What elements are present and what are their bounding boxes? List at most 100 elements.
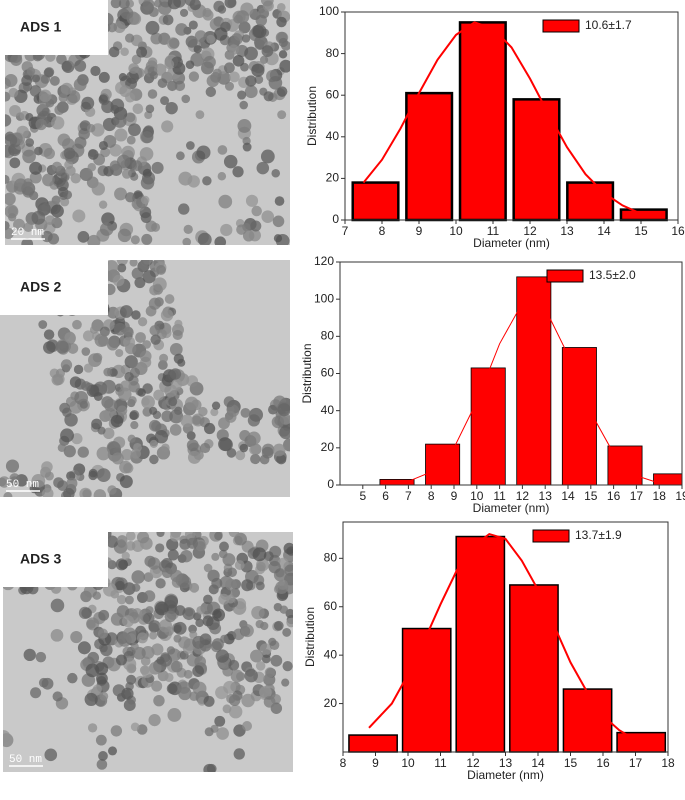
- particle: [125, 595, 134, 605]
- particle: [41, 487, 54, 497]
- particle: [115, 654, 127, 666]
- particle: [3, 730, 11, 744]
- particle: [79, 487, 92, 497]
- particle: [42, 173, 55, 187]
- x-tick-label: 19: [675, 489, 685, 503]
- particle: [164, 672, 174, 683]
- particle: [209, 17, 223, 31]
- particle: [161, 567, 173, 579]
- x-axis-label: Diameter (nm): [473, 236, 550, 250]
- particle: [268, 637, 277, 646]
- particle: [182, 607, 196, 621]
- particle: [145, 20, 160, 35]
- particle: [268, 560, 281, 574]
- particle: [137, 317, 148, 327]
- bar: [405, 91, 454, 222]
- particle: [279, 425, 290, 440]
- particle: [203, 563, 213, 573]
- legend-swatch: [546, 269, 584, 283]
- particle: [202, 615, 214, 627]
- y-tick-label: 20: [324, 696, 338, 710]
- particle: [126, 70, 139, 84]
- particle: [277, 110, 287, 120]
- particle: [179, 8, 189, 17]
- particle: [166, 646, 176, 655]
- particle: [119, 305, 133, 318]
- particle: [130, 722, 140, 732]
- particle: [103, 427, 115, 440]
- y-tick-label: 60: [324, 599, 338, 613]
- particle: [142, 0, 155, 11]
- particle: [143, 590, 156, 603]
- particle: [3, 492, 13, 497]
- bar: [509, 584, 559, 753]
- particle: [203, 55, 216, 69]
- particle: [29, 85, 42, 97]
- particle: [251, 205, 262, 217]
- particle: [131, 570, 145, 584]
- panel-label: ADS 3: [20, 551, 61, 567]
- y-tick-label: 20: [321, 440, 335, 454]
- particle: [264, 667, 276, 678]
- particle: [154, 601, 169, 616]
- x-tick-label: 16: [607, 489, 621, 503]
- particle: [38, 320, 48, 329]
- particle: [108, 46, 120, 58]
- particle: [161, 120, 174, 133]
- particle: [136, 46, 148, 58]
- x-tick-label: 7: [342, 224, 349, 238]
- particle: [188, 71, 200, 82]
- tem-image: ADS 3 50 nm: [0, 532, 293, 772]
- particle: [154, 430, 169, 444]
- particle: [51, 374, 64, 386]
- particle: [240, 624, 254, 638]
- particle: [273, 234, 283, 243]
- bar: [458, 21, 507, 222]
- particle: [88, 468, 98, 478]
- particle: [9, 104, 21, 117]
- particle: [220, 223, 233, 237]
- particle: [148, 297, 161, 310]
- particle: [107, 485, 117, 495]
- particle: [192, 681, 207, 696]
- y-axis-label: Distribution: [300, 343, 314, 403]
- particle: [110, 725, 123, 737]
- particle: [43, 147, 55, 160]
- x-tick-label: 16: [671, 224, 685, 238]
- particle: [102, 117, 117, 132]
- legend-label: 13.7±1.9: [575, 528, 622, 542]
- x-tick-label: 18: [653, 489, 667, 503]
- particle: [278, 50, 288, 59]
- particle: [260, 0, 274, 7]
- particle: [270, 654, 283, 667]
- particle: [186, 141, 195, 150]
- particle: [101, 212, 115, 226]
- particle: [286, 617, 293, 628]
- particle: [156, 532, 165, 538]
- particle: [164, 595, 179, 609]
- particle: [223, 680, 237, 694]
- particle: [124, 92, 136, 103]
- particle: [51, 116, 65, 130]
- particle: [187, 450, 201, 464]
- particle: [173, 353, 184, 364]
- particle: [212, 608, 226, 622]
- particle: [169, 424, 182, 436]
- particle: [83, 363, 94, 373]
- particle: [96, 759, 108, 770]
- particle: [202, 9, 214, 21]
- particle: [224, 62, 235, 74]
- particle: [200, 442, 211, 454]
- particle: [219, 437, 233, 452]
- particle: [94, 333, 108, 348]
- particle: [64, 332, 76, 343]
- particle: [244, 668, 258, 683]
- particle: [136, 632, 148, 644]
- x-tick-label: 9: [372, 756, 379, 770]
- particle: [49, 75, 60, 86]
- particle: [185, 60, 195, 69]
- bar: [653, 473, 683, 486]
- particle: [136, 724, 148, 735]
- particle: [130, 642, 139, 651]
- x-tick-label: 15: [584, 489, 598, 503]
